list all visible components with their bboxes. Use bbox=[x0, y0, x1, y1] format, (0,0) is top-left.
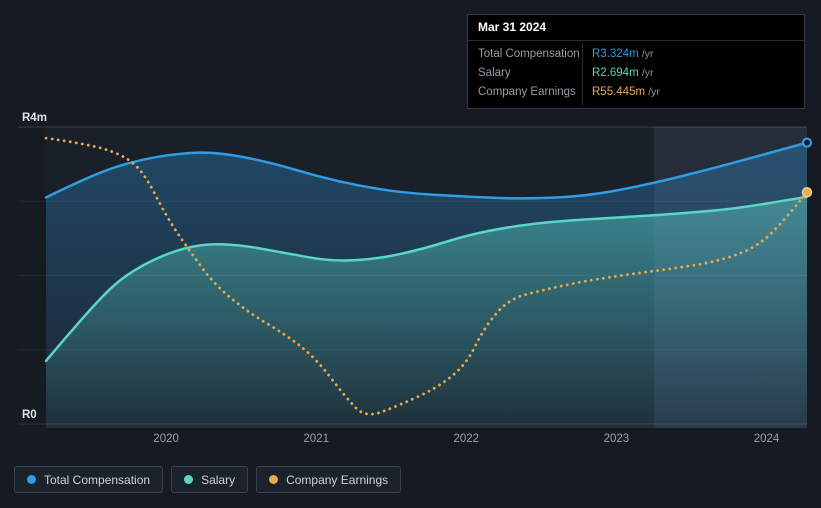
legend-label: Company Earnings bbox=[286, 472, 389, 487]
legend-item-company-earnings[interactable]: Company Earnings bbox=[256, 466, 402, 493]
tooltip-value: R2.694m /yr bbox=[582, 66, 794, 81]
tooltip-value-suffix: /yr bbox=[648, 86, 660, 98]
legend-label: Total Compensation bbox=[44, 472, 151, 487]
tooltip-label: Total Compensation bbox=[478, 48, 580, 60]
legend-label: Salary bbox=[201, 472, 236, 487]
area-salary bbox=[46, 196, 807, 428]
tooltip-value-number: R2.694m bbox=[592, 67, 639, 79]
legend-dot-company-earnings bbox=[269, 475, 279, 484]
endpoint-company_earnings bbox=[801, 187, 813, 198]
tooltip-row-total-compensation: Total Compensation R3.324m /yr bbox=[468, 45, 804, 64]
chart-legend: Total Compensation Salary Company Earnin… bbox=[14, 466, 402, 493]
endpoint-total_compensation bbox=[801, 137, 813, 148]
y-axis-label: R0 bbox=[22, 409, 37, 421]
tooltip-value-number: R3.324m bbox=[592, 48, 639, 60]
tooltip-value-suffix: /yr bbox=[641, 48, 654, 60]
tooltip-rows: Total Compensation R3.324m /yr Salary R2… bbox=[468, 41, 804, 108]
tooltip-label: Company Earnings bbox=[478, 86, 576, 98]
x-tick-label: 2022 bbox=[454, 433, 480, 445]
legend-dot-total-compensation bbox=[27, 475, 36, 484]
tooltip-row-company-earnings: Company Earnings R55.445m /yr bbox=[468, 83, 804, 102]
tooltip-row-salary: Salary R2.694m /yr bbox=[468, 64, 804, 83]
x-tick-label: 2021 bbox=[303, 433, 329, 445]
chart-tooltip: Mar 31 2024 Total Compensation R3.324m /… bbox=[467, 14, 805, 109]
tooltip-date: Mar 31 2024 bbox=[468, 15, 804, 41]
tooltip-value-number: R55.445m bbox=[592, 86, 646, 98]
line-company_earnings bbox=[44, 136, 809, 416]
line-salary bbox=[44, 195, 809, 363]
tooltip-label: Salary bbox=[478, 67, 511, 79]
x-tick-label: 2020 bbox=[153, 433, 179, 445]
tooltip-value-suffix: /yr bbox=[641, 67, 654, 79]
legend-item-total-compensation[interactable]: Total Compensation bbox=[14, 466, 164, 493]
tooltip-value: R3.324m /yr bbox=[582, 47, 794, 62]
legend-item-salary[interactable]: Salary bbox=[171, 466, 249, 493]
tooltip-column-divider bbox=[582, 43, 583, 106]
highlight-region bbox=[653, 127, 807, 428]
x-tick-label: 2023 bbox=[604, 433, 630, 445]
x-tick-label: 2024 bbox=[754, 433, 780, 445]
legend-dot-salary bbox=[184, 475, 194, 484]
tooltip-value: R55.445m /yr bbox=[582, 85, 794, 100]
y-axis-label: R4m bbox=[22, 112, 47, 124]
line-total_compensation bbox=[44, 141, 809, 200]
